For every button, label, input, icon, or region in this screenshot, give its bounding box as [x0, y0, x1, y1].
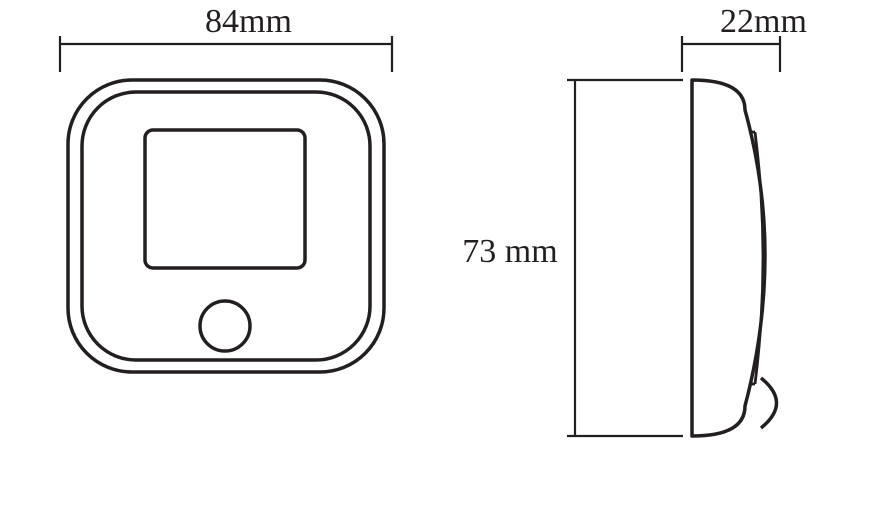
front-screen	[145, 130, 305, 268]
front-outer-body	[68, 80, 384, 372]
front-width-label: 84mm	[205, 3, 292, 40]
side-height-label: 73 mm	[462, 233, 557, 270]
side-width-label: 22mm	[720, 3, 807, 40]
side-knob	[761, 378, 777, 428]
dimension-diagram: 84mm 22mm 73 mm	[0, 0, 874, 524]
front-inner-body	[82, 92, 370, 360]
front-button	[200, 301, 250, 351]
